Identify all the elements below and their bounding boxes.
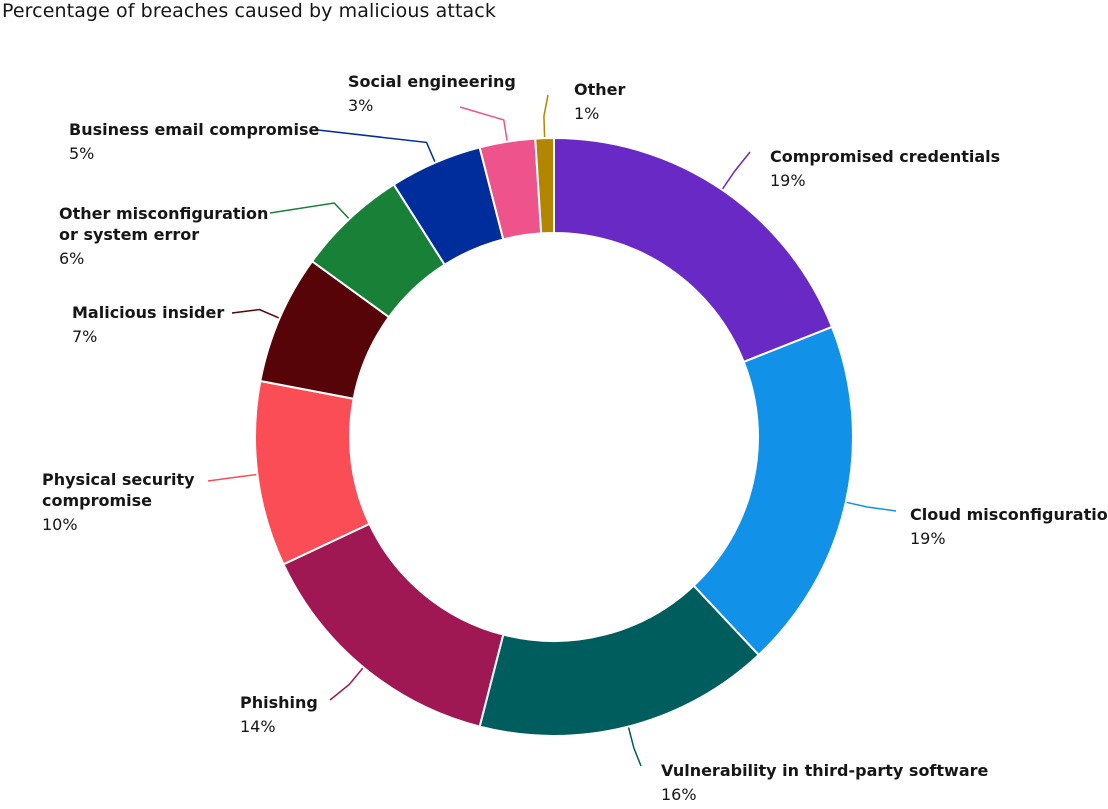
slice-label: Phishing 14% [240, 693, 318, 736]
slice-label-value: 1% [574, 104, 599, 123]
slice-label-name: Compromised credentials [770, 147, 1000, 166]
slice-label: Social engineering 3% [348, 72, 516, 115]
slice-label-value: 10% [42, 515, 78, 534]
slice-label-name: Malicious insider [72, 303, 224, 322]
donut-slices [254, 136, 854, 737]
leader-line [207, 473, 257, 482]
leader-line [269, 202, 350, 219]
slice-label: Other misconfiguration or system error 6% [59, 204, 268, 268]
slice-label: Compromised credentials 19% [770, 147, 1000, 190]
slice-label-value: 16% [661, 785, 697, 804]
slice-label: Cloud misconfiguration 19% [910, 505, 1108, 548]
slice-label: Physical security compromise 10% [42, 470, 195, 534]
slice-label-name: Physical security [42, 470, 195, 489]
slice-label-name: Other misconfiguration [59, 204, 268, 223]
leader-line [543, 94, 549, 138]
slice-labels: Compromised credentials 19%Cloud misconfi… [42, 72, 1108, 804]
slice-label: Other 1% [574, 80, 625, 123]
slice-label: Business email compromise 5% [69, 120, 319, 163]
leader-line [317, 129, 436, 162]
slice-label-value: 6% [59, 249, 84, 268]
slice-label-name: Other [574, 80, 625, 99]
slice-label-name: or system error [59, 225, 199, 244]
slice-label-name: compromise [42, 491, 152, 510]
slice-label: Malicious insider 7% [72, 303, 224, 346]
slice-label-name: Vulnerability in third-party software [661, 761, 989, 780]
leader-line [459, 106, 508, 141]
leader-line [627, 727, 642, 767]
slice-label-value: 14% [240, 717, 276, 736]
slice-label-value: 5% [69, 144, 94, 163]
slice-label-value: 19% [770, 171, 806, 190]
leader-line [231, 308, 279, 319]
slice-label-name: Cloud misconfiguration [910, 505, 1108, 524]
leader-line [329, 667, 364, 701]
slice-label-name: Social engineering [348, 72, 516, 91]
leader-line [846, 501, 897, 512]
slice-other[interactable] [534, 136, 555, 235]
slice-label-value: 19% [910, 529, 946, 548]
leader-line [722, 151, 751, 190]
slice-label-name: Business email compromise [69, 120, 319, 139]
slice-label-name: Phishing [240, 693, 318, 712]
slice-label-value: 3% [348, 96, 373, 115]
slice-label-value: 7% [72, 327, 97, 346]
slice-label: Vulnerability in third-party software 16% [661, 761, 989, 804]
slice-cloud-misconfiguration[interactable] [692, 325, 854, 657]
chart-title: Percentage of breaches caused by malicio… [2, 0, 496, 22]
leader-lines [207, 94, 897, 767]
